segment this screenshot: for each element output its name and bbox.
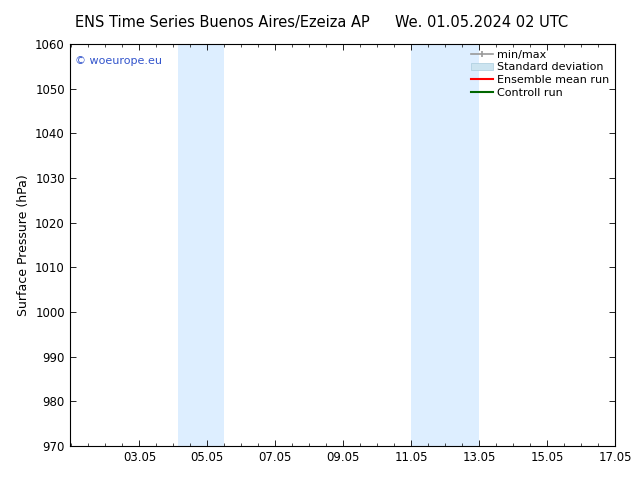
- Text: © woeurope.eu: © woeurope.eu: [75, 56, 162, 66]
- Legend: min/max, Standard deviation, Ensemble mean run, Controll run: min/max, Standard deviation, Ensemble me…: [469, 48, 612, 100]
- Text: We. 01.05.2024 02 UTC: We. 01.05.2024 02 UTC: [395, 15, 569, 30]
- Text: ENS Time Series Buenos Aires/Ezeiza AP: ENS Time Series Buenos Aires/Ezeiza AP: [75, 15, 369, 30]
- Bar: [178, 44, 224, 446]
- Y-axis label: Surface Pressure (hPa): Surface Pressure (hPa): [16, 174, 30, 316]
- Bar: [411, 44, 479, 446]
